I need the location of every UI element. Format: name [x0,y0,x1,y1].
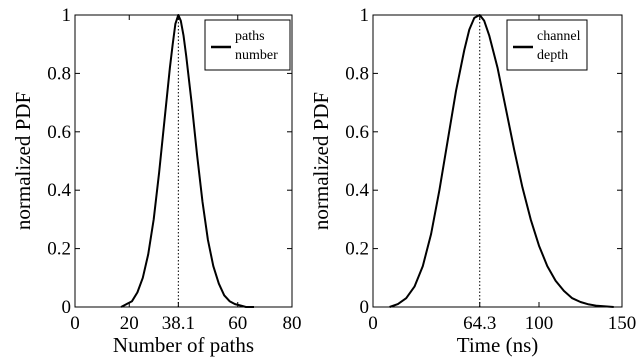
x-tick-label: 150 [608,313,637,334]
y-axis-label: normalized PDF [309,92,333,230]
y-tick-label: 0.8 [47,63,71,84]
legend-label: paths [235,29,265,44]
x-axis-label: Number of paths [113,333,254,357]
x-tick-label: 60 [228,313,247,334]
y-tick-label: 0.6 [345,122,369,143]
y-tick-label: 0 [62,297,72,318]
chart-panel-1: 0 0.2 0.4 0.6 0.8 1 0 20 38.1 60 80 Number of paths… [11,5,302,357]
y-tick-label: 1 [62,5,72,26]
x-tick-label: 80 [283,313,302,334]
legend: channel depth [506,19,588,71]
x-axis-label: Time (ns) [457,333,539,357]
legend-label: number [235,48,278,63]
y-tick-label: 0.6 [47,122,71,143]
y-tick-label: 0.4 [47,180,71,201]
x-tick-label: 20 [120,313,139,334]
plot-frame [372,14,623,308]
legend-label: channel [537,29,581,44]
x-tick-label: 100 [525,313,554,334]
plot-frame [74,14,293,308]
x-tick-label: 0 [70,313,80,334]
series-line [389,14,614,308]
x-tick-label: 64.3 [463,313,496,334]
y-tick-label: 0.2 [345,239,369,260]
legend-box [204,19,291,71]
y-tick-label: 0.8 [345,63,369,84]
chart-panel-2: 0 0.2 0.4 0.6 0.8 1 0 64.3 100 150 Time (ns) normal… [309,5,636,357]
x-tick-label: 38.1 [162,313,195,334]
x-tick-label: 0 [368,313,378,334]
y-axis-label: normalized PDF [11,92,35,230]
y-tick-label: 1 [360,5,370,26]
y-tick-label: 0.2 [47,239,71,260]
y-tick-label: 0 [360,297,370,318]
y-tick-label: 0.4 [345,180,369,201]
legend-label: depth [537,48,568,63]
legend-box [506,19,588,71]
series-line [120,14,254,308]
legend: paths number [204,19,291,71]
